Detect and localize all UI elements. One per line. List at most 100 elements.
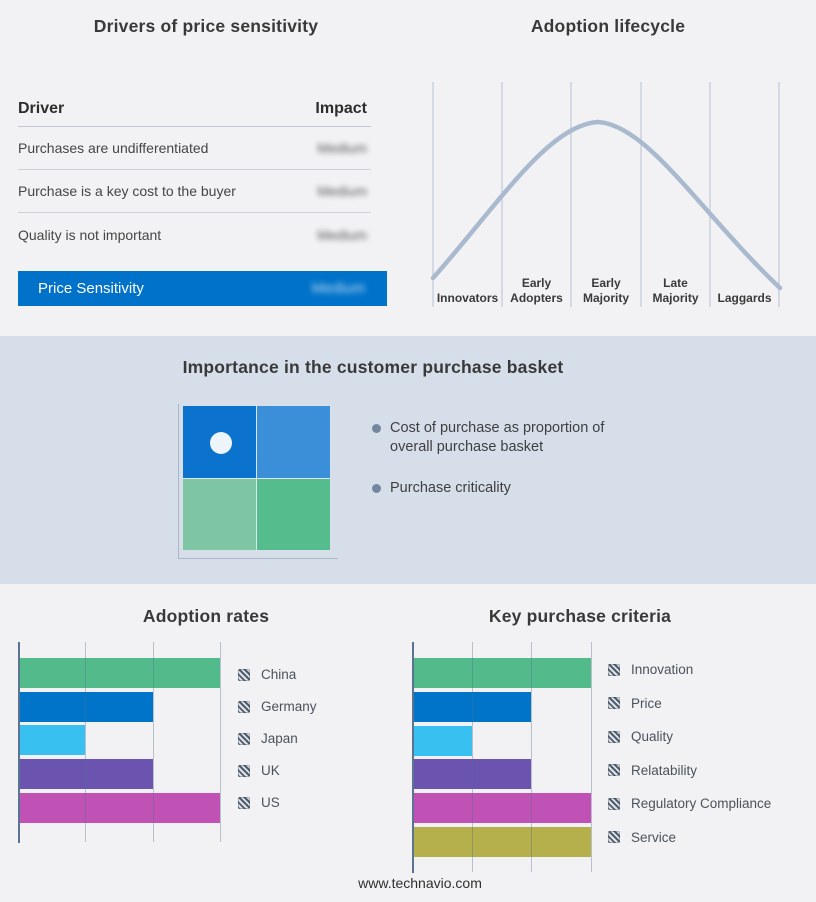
- drivers-table-rows: Purchases are undifferentiated Medium Purc…: [18, 127, 371, 256]
- legend-label: Price: [631, 695, 662, 711]
- bar-quality: [414, 725, 472, 756]
- legend-label: Japan: [261, 731, 298, 746]
- legend-label: Germany: [261, 699, 317, 714]
- legend-item: Price: [608, 696, 662, 711]
- key-purchase-criteria-chart: [412, 642, 612, 873]
- quadrant-top-right: [257, 406, 330, 478]
- stage-label-early-majority: Early Majority: [582, 276, 629, 305]
- legend-item: US: [238, 795, 280, 810]
- driver-cell: Purchases are undifferentiated: [18, 140, 209, 156]
- legend-item: Relatability: [608, 763, 697, 778]
- basket-title: Importance in the customer purchase bask…: [182, 357, 564, 377]
- bar-relatability: [414, 759, 532, 790]
- stage-label-laggards: Laggards: [717, 291, 772, 305]
- lifecycle-title: Adoption lifecycle: [530, 16, 686, 36]
- quadrant-x-axis-line: [178, 558, 338, 559]
- driver-column-header: Driver: [18, 100, 65, 117]
- legend-label: Regulatory Compliance: [631, 796, 772, 811]
- gridline: [591, 642, 592, 872]
- lifecycle-gridlines: [432, 82, 780, 307]
- legend-item: China: [238, 667, 296, 682]
- impact-cell: Medium: [317, 140, 367, 156]
- legend-item: Quality: [608, 729, 673, 744]
- price-sensitivity-highlight-row: Price Sensitivity Medium: [18, 271, 387, 306]
- legend-item: Japan: [238, 731, 298, 746]
- driver-cell: Quality is not important: [18, 226, 162, 243]
- legend-swatch-icon: [238, 796, 250, 809]
- price-sensitivity-impact-value: Medium: [311, 280, 365, 297]
- legend-item: Regulatory Compliance: [608, 796, 771, 811]
- legend-swatch-icon: [238, 732, 250, 745]
- legend-swatch-icon: [608, 663, 620, 676]
- bar-service: [414, 827, 592, 857]
- bar-innovation: [414, 658, 592, 688]
- legend-label: US: [261, 795, 280, 810]
- legend-swatch-icon: [238, 668, 250, 681]
- legend-label: Service: [631, 829, 677, 845]
- impact-column-header: Impact: [315, 100, 367, 117]
- footer-url: www.technavio.com: [358, 875, 482, 891]
- gridline: [85, 642, 86, 842]
- legend-item: Innovation: [608, 662, 693, 677]
- gridline: [531, 642, 532, 872]
- y-axis-line: [412, 642, 414, 873]
- table-row: Purchases are undifferentiated Medium: [18, 127, 371, 170]
- bullet-item: Cost of purchase as proportion of overal…: [372, 419, 642, 458]
- legend-item: Service: [608, 830, 676, 845]
- quadrant-bottom-right: [257, 478, 330, 550]
- stage-label-late-majority: Late Majority: [652, 276, 699, 305]
- lifecycle-chart: Innovators Early Adopters Early Majority La…: [408, 75, 808, 310]
- bullet-text: Purchase criticality: [390, 480, 511, 496]
- impact-cell: Medium: [317, 183, 367, 199]
- legend-label: China: [261, 667, 297, 682]
- bar-regulatory-compliance: [414, 793, 592, 824]
- bar-uk: [20, 759, 153, 790]
- legend-swatch-icon: [608, 831, 620, 843]
- legend-item: UK: [238, 763, 280, 778]
- drivers-table-header: Driver Impact: [18, 94, 371, 127]
- legend-label: Innovation: [631, 662, 694, 677]
- key-purchase-criteria-title: Key purchase criteria: [488, 606, 672, 626]
- impact-cell: Medium: [317, 226, 367, 243]
- legend-swatch-icon: [238, 764, 250, 777]
- adoption-rates-title: Adoption rates: [142, 606, 270, 626]
- legend-swatch-icon: [608, 697, 620, 709]
- data-point-marker: [210, 432, 232, 454]
- lifecycle-curve-svg: [430, 82, 783, 307]
- stage-label-innovators: Innovators: [436, 291, 499, 305]
- bar-us: [20, 792, 220, 823]
- quadrant-y-axis-line: [178, 404, 179, 559]
- legend-swatch-icon: [238, 700, 250, 713]
- bell-curve: [430, 119, 783, 291]
- quadrant-grid: [183, 406, 330, 550]
- bullet-dot-icon: [372, 424, 381, 433]
- adoption-rates-legend: China Germany Japan UK US: [238, 642, 408, 843]
- bullet-dot-icon: [372, 484, 381, 493]
- legend-label: UK: [261, 763, 280, 778]
- stage-label-early-adopters: Early Adopters: [510, 276, 563, 305]
- y-axis-line: [18, 642, 20, 843]
- table-row: Purchase is a key cost to the buyer Mediu…: [18, 170, 371, 213]
- gridline: [220, 642, 221, 842]
- drivers-table: Driver Impact Purchases are undifferenti…: [18, 94, 371, 256]
- driver-cell: Purchase is a key cost to the buyer: [18, 183, 236, 199]
- key-purchase-criteria-legend: Innovation Price Quality Relatability Regula…: [608, 642, 808, 873]
- legend-item: Germany: [238, 699, 317, 714]
- adoption-rates-chart: [18, 642, 239, 843]
- drivers-title: Drivers of price sensitivity: [93, 16, 319, 36]
- bar-price: [414, 691, 532, 722]
- legend-swatch-icon: [608, 730, 620, 743]
- legend-label: Quality: [631, 729, 674, 744]
- gridline: [153, 642, 154, 842]
- bullet-item: Purchase criticality: [372, 479, 642, 498]
- bar-china: [20, 658, 220, 688]
- quadrant-bottom-left: [183, 478, 256, 550]
- bullet-text: Cost of purchase as proportion of overal…: [390, 420, 605, 456]
- legend-label: Relatability: [631, 762, 698, 778]
- price-sensitivity-label: Price Sensitivity: [38, 280, 144, 297]
- bar-germany: [20, 691, 153, 722]
- legend-swatch-icon: [608, 797, 620, 810]
- purchase-basket-band: [0, 336, 816, 584]
- gridline: [472, 642, 473, 872]
